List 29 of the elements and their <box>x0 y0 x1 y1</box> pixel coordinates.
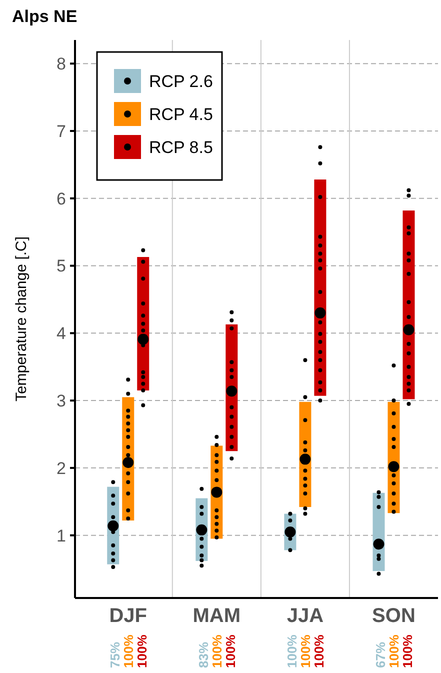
text: 100% <box>386 634 402 668</box>
x-tick-label: MAM <box>192 605 241 627</box>
y-tick-label: 5 <box>56 256 66 276</box>
text: 100% <box>298 634 314 668</box>
text: 100% <box>210 634 225 668</box>
text: 100% <box>284 634 300 668</box>
text: 75% <box>108 642 123 668</box>
text: 100% <box>121 634 136 668</box>
y-tick-label: 6 <box>56 189 66 208</box>
text: 100% <box>134 634 150 668</box>
chart-title: Alps NE <box>12 7 78 26</box>
text: 83% <box>196 642 212 668</box>
legend-label: RCP 8.5 <box>149 138 213 157</box>
y-tick-label: 7 <box>56 122 66 141</box>
text: 100% <box>400 634 416 668</box>
y-axis-title: Temperature change [.C] <box>13 236 30 402</box>
legend-label: RCP 2.6 <box>149 72 213 91</box>
text: 100% <box>312 634 327 668</box>
x-tick-label: JJA <box>286 605 324 627</box>
y-tick-label: 8 <box>56 54 66 74</box>
legend-label: RCP 4.5 <box>149 104 213 124</box>
y-tick-label: 1 <box>56 526 66 546</box>
x-tick-label: DJF <box>109 605 148 627</box>
y-tick-label: 4 <box>56 324 66 344</box>
text: 67% <box>373 642 388 668</box>
y-tick-label: 3 <box>56 391 66 410</box>
text: 100% <box>223 634 238 668</box>
x-tick-label: SON <box>372 605 416 627</box>
y-tick-label: 2 <box>56 458 66 478</box>
